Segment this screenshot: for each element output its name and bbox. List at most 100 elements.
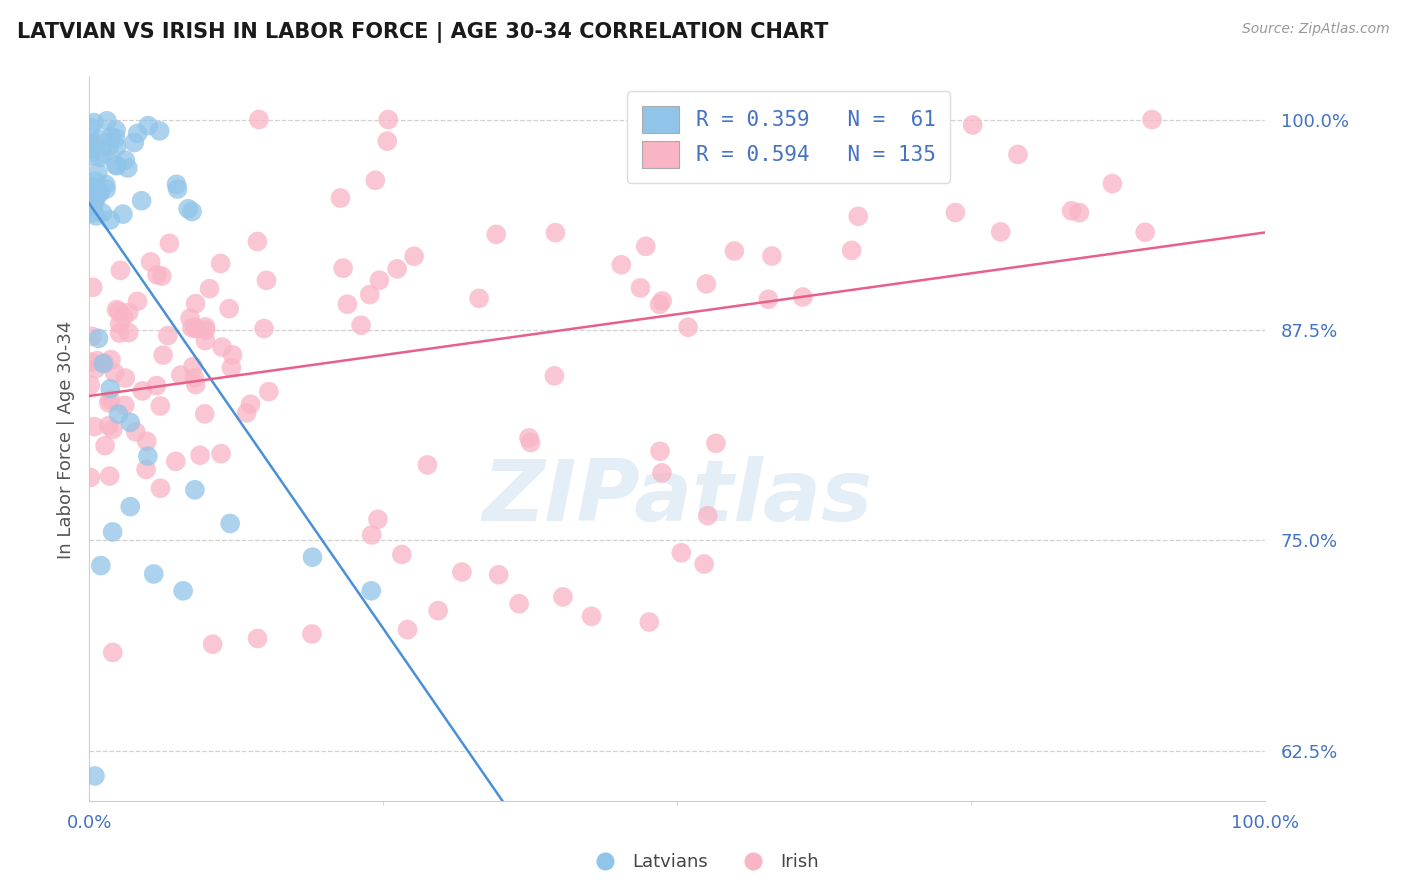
Point <box>254 273 277 287</box>
Point <box>89 185 111 199</box>
Point <box>359 287 381 301</box>
Point <box>183 371 205 385</box>
Point <box>131 384 153 398</box>
Point <box>543 368 565 383</box>
Point <box>79 120 101 135</box>
Point <box>257 384 280 399</box>
Point <box>900 112 922 127</box>
Point <box>131 194 153 208</box>
Point <box>136 119 159 133</box>
Point <box>184 296 207 310</box>
Point <box>79 470 101 484</box>
Point <box>83 136 105 150</box>
Point <box>136 449 159 463</box>
Point <box>105 123 128 137</box>
Point <box>235 406 257 420</box>
Point <box>834 112 856 127</box>
Point <box>105 302 128 317</box>
Point <box>87 166 110 180</box>
Text: Source: ZipAtlas.com: Source: ZipAtlas.com <box>1241 22 1389 37</box>
Point <box>165 454 187 468</box>
Point <box>723 244 745 258</box>
Point <box>98 382 121 396</box>
Point <box>142 566 165 581</box>
Point <box>551 590 574 604</box>
Point <box>139 255 162 269</box>
Point <box>360 583 382 598</box>
Point <box>83 115 105 129</box>
Point <box>118 305 141 319</box>
Point <box>79 378 101 392</box>
Point <box>651 466 673 480</box>
Point <box>84 769 107 783</box>
Point <box>117 161 139 175</box>
Point <box>172 583 194 598</box>
Point <box>209 447 232 461</box>
Point <box>676 320 699 334</box>
Point <box>1007 147 1029 161</box>
Point <box>610 258 633 272</box>
Point <box>98 469 121 483</box>
Point <box>114 371 136 385</box>
Point <box>211 340 233 354</box>
Point <box>127 126 149 140</box>
Point <box>89 186 111 200</box>
Point <box>218 301 240 316</box>
Point <box>177 202 200 216</box>
Point <box>184 321 207 335</box>
Point <box>89 132 111 146</box>
Point <box>97 395 120 409</box>
Point <box>110 263 132 277</box>
Point <box>332 261 354 276</box>
Legend: R = 0.359   N =  61, R = 0.594   N = 135: R = 0.359 N = 61, R = 0.594 N = 135 <box>627 92 950 183</box>
Point <box>156 328 179 343</box>
Y-axis label: In Labor Force | Age 30-34: In Labor Force | Age 30-34 <box>58 320 75 558</box>
Point <box>84 361 107 376</box>
Point <box>329 191 352 205</box>
Point <box>120 500 142 514</box>
Point <box>80 180 103 194</box>
Point <box>150 269 173 284</box>
Point <box>194 407 217 421</box>
Point <box>118 326 141 340</box>
Point <box>391 548 413 562</box>
Point <box>301 550 323 565</box>
Point <box>105 140 128 154</box>
Point <box>865 149 887 163</box>
Point <box>149 124 172 138</box>
Point <box>519 435 541 450</box>
Point <box>84 174 107 188</box>
Point <box>221 360 243 375</box>
Point <box>82 199 104 213</box>
Point <box>188 448 211 462</box>
Point <box>696 508 718 523</box>
Point <box>96 113 118 128</box>
Point <box>166 182 188 196</box>
Point <box>488 567 510 582</box>
Point <box>108 317 131 331</box>
Point <box>80 329 103 343</box>
Point <box>108 326 131 340</box>
Point <box>396 623 419 637</box>
Point <box>350 318 373 333</box>
Point <box>108 304 131 318</box>
Point <box>756 293 779 307</box>
Point <box>181 204 204 219</box>
Point <box>194 334 217 348</box>
Point <box>219 516 242 531</box>
Point <box>104 131 127 145</box>
Point <box>82 180 104 194</box>
Point <box>184 377 207 392</box>
Point <box>451 565 474 579</box>
Point <box>179 311 201 326</box>
Point <box>135 434 157 449</box>
Point <box>87 331 110 345</box>
Point <box>101 646 124 660</box>
Point <box>180 321 202 335</box>
Point <box>841 244 863 258</box>
Point <box>157 236 180 251</box>
Point <box>375 134 398 148</box>
Point <box>145 378 167 392</box>
Point <box>90 558 112 573</box>
Point <box>94 439 117 453</box>
